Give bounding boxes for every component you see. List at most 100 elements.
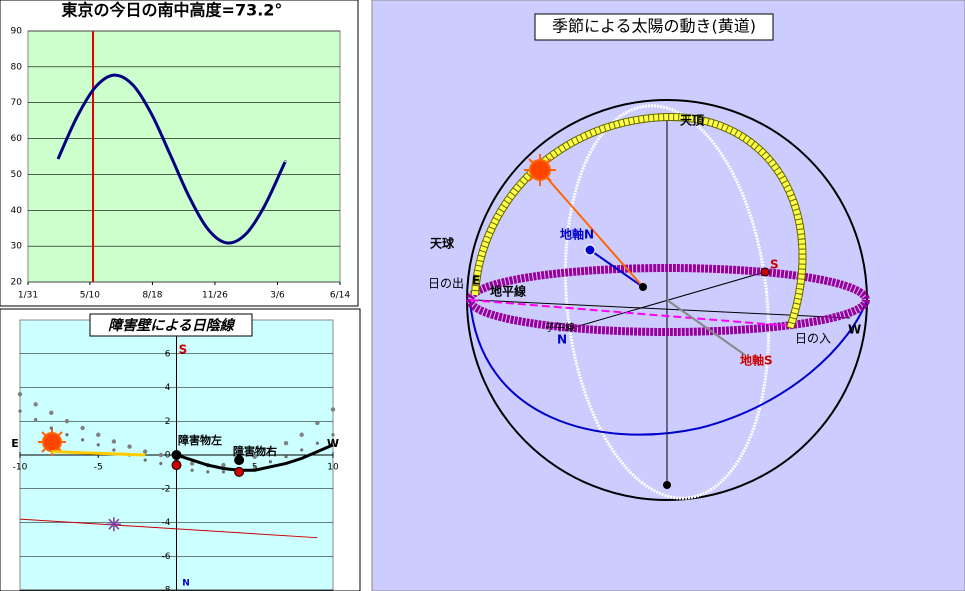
x-tick-label: 11/26 <box>202 291 228 301</box>
sun-disc <box>42 432 62 452</box>
point <box>143 449 148 454</box>
y-tick-label: 4 <box>165 383 171 393</box>
point <box>64 419 70 424</box>
label: 日の入 <box>795 332 831 346</box>
point <box>299 432 304 437</box>
y-tick-label: -4 <box>162 518 171 528</box>
celestial-sphere <box>466 99 870 501</box>
y-tick-label: 20 <box>11 278 23 288</box>
series-line <box>51 450 146 457</box>
x-tick-label: 5/10 <box>80 291 100 301</box>
sun-ray <box>539 169 644 288</box>
x-tick-label: 3/6 <box>270 291 285 301</box>
y-tick-label: 50 <box>11 170 23 180</box>
point <box>127 444 132 449</box>
x-tick-label: 8/18 <box>142 291 162 301</box>
y-tick-label: 80 <box>11 62 23 72</box>
point <box>49 410 54 416</box>
axis-line <box>474 299 851 319</box>
sun-icon <box>524 154 556 186</box>
plot-area <box>27 30 341 283</box>
dot <box>760 267 770 277</box>
x-tick-label: 10 <box>327 463 339 473</box>
y-tick-label: 6 <box>165 349 171 359</box>
point <box>159 461 163 466</box>
meridian-circle <box>563 104 771 500</box>
point <box>96 432 101 437</box>
point <box>111 439 117 444</box>
star-mark <box>106 517 121 532</box>
chart-title: 障害壁による日陰線 <box>108 317 236 334</box>
label: N <box>557 333 567 347</box>
series-line <box>56 73 287 245</box>
chart-title: 東京の今日の南中高度=73.2° <box>62 1 283 20</box>
point <box>33 402 38 407</box>
y-tick-label: -8 <box>162 586 171 591</box>
panel <box>371 0 965 591</box>
ecliptic <box>472 113 806 329</box>
point <box>268 447 273 453</box>
point <box>315 441 319 445</box>
point <box>96 443 100 447</box>
label: 天頂 <box>680 114 705 128</box>
diagram-title: 季節による太陽の動き(黄道) <box>552 17 756 36</box>
y-tick-label: 2 <box>165 417 171 427</box>
point <box>221 462 226 468</box>
winter-path <box>469 299 868 436</box>
label: N <box>182 579 190 589</box>
point <box>283 440 289 446</box>
label: 天球 <box>430 236 455 251</box>
label: W <box>848 323 861 337</box>
series-line <box>176 443 334 472</box>
point <box>253 465 257 469</box>
point <box>268 460 272 464</box>
point <box>206 470 210 474</box>
earth-axis <box>589 249 644 288</box>
point <box>18 409 22 413</box>
label: 障害物右 <box>233 444 277 458</box>
sun-icon <box>38 428 66 456</box>
y-tick-label: 30 <box>11 242 23 252</box>
point <box>234 466 245 477</box>
dot <box>584 244 596 256</box>
point <box>315 420 320 426</box>
point <box>331 433 335 437</box>
earth-axis <box>666 299 746 356</box>
point <box>171 460 182 471</box>
y-tick-label: 70 <box>11 98 23 108</box>
label: 地軸S <box>740 353 773 368</box>
point <box>189 461 195 466</box>
y-tick-label: 90 <box>11 27 23 37</box>
label: 障害物左 <box>178 433 222 447</box>
point <box>252 454 257 459</box>
label: 日の出 <box>428 277 464 291</box>
label: E <box>11 437 19 450</box>
axis-line <box>564 271 766 331</box>
point <box>330 407 336 412</box>
x-tick-label: 6/14 <box>330 291 350 301</box>
point <box>171 450 182 460</box>
dot <box>663 481 671 489</box>
x-tick-label: -10 <box>13 463 28 473</box>
y-tick-label: -6 <box>162 552 171 562</box>
label: 子午線 <box>545 321 575 334</box>
point <box>158 452 164 458</box>
label: 地軸N <box>560 227 594 242</box>
point <box>221 470 226 474</box>
series-line <box>19 518 318 539</box>
point <box>17 392 23 397</box>
x-tick-label: -5 <box>94 463 103 473</box>
label: W <box>327 437 339 450</box>
y-tick-label: 40 <box>11 206 23 216</box>
y-tick-label: -2 <box>162 484 171 494</box>
label: E <box>472 274 480 288</box>
point <box>81 438 85 442</box>
point <box>234 455 245 466</box>
point <box>190 468 194 472</box>
label: S <box>179 343 188 357</box>
y-tick-label: 60 <box>11 134 23 144</box>
title-box <box>89 313 253 337</box>
point <box>49 426 53 430</box>
dot <box>639 283 647 291</box>
